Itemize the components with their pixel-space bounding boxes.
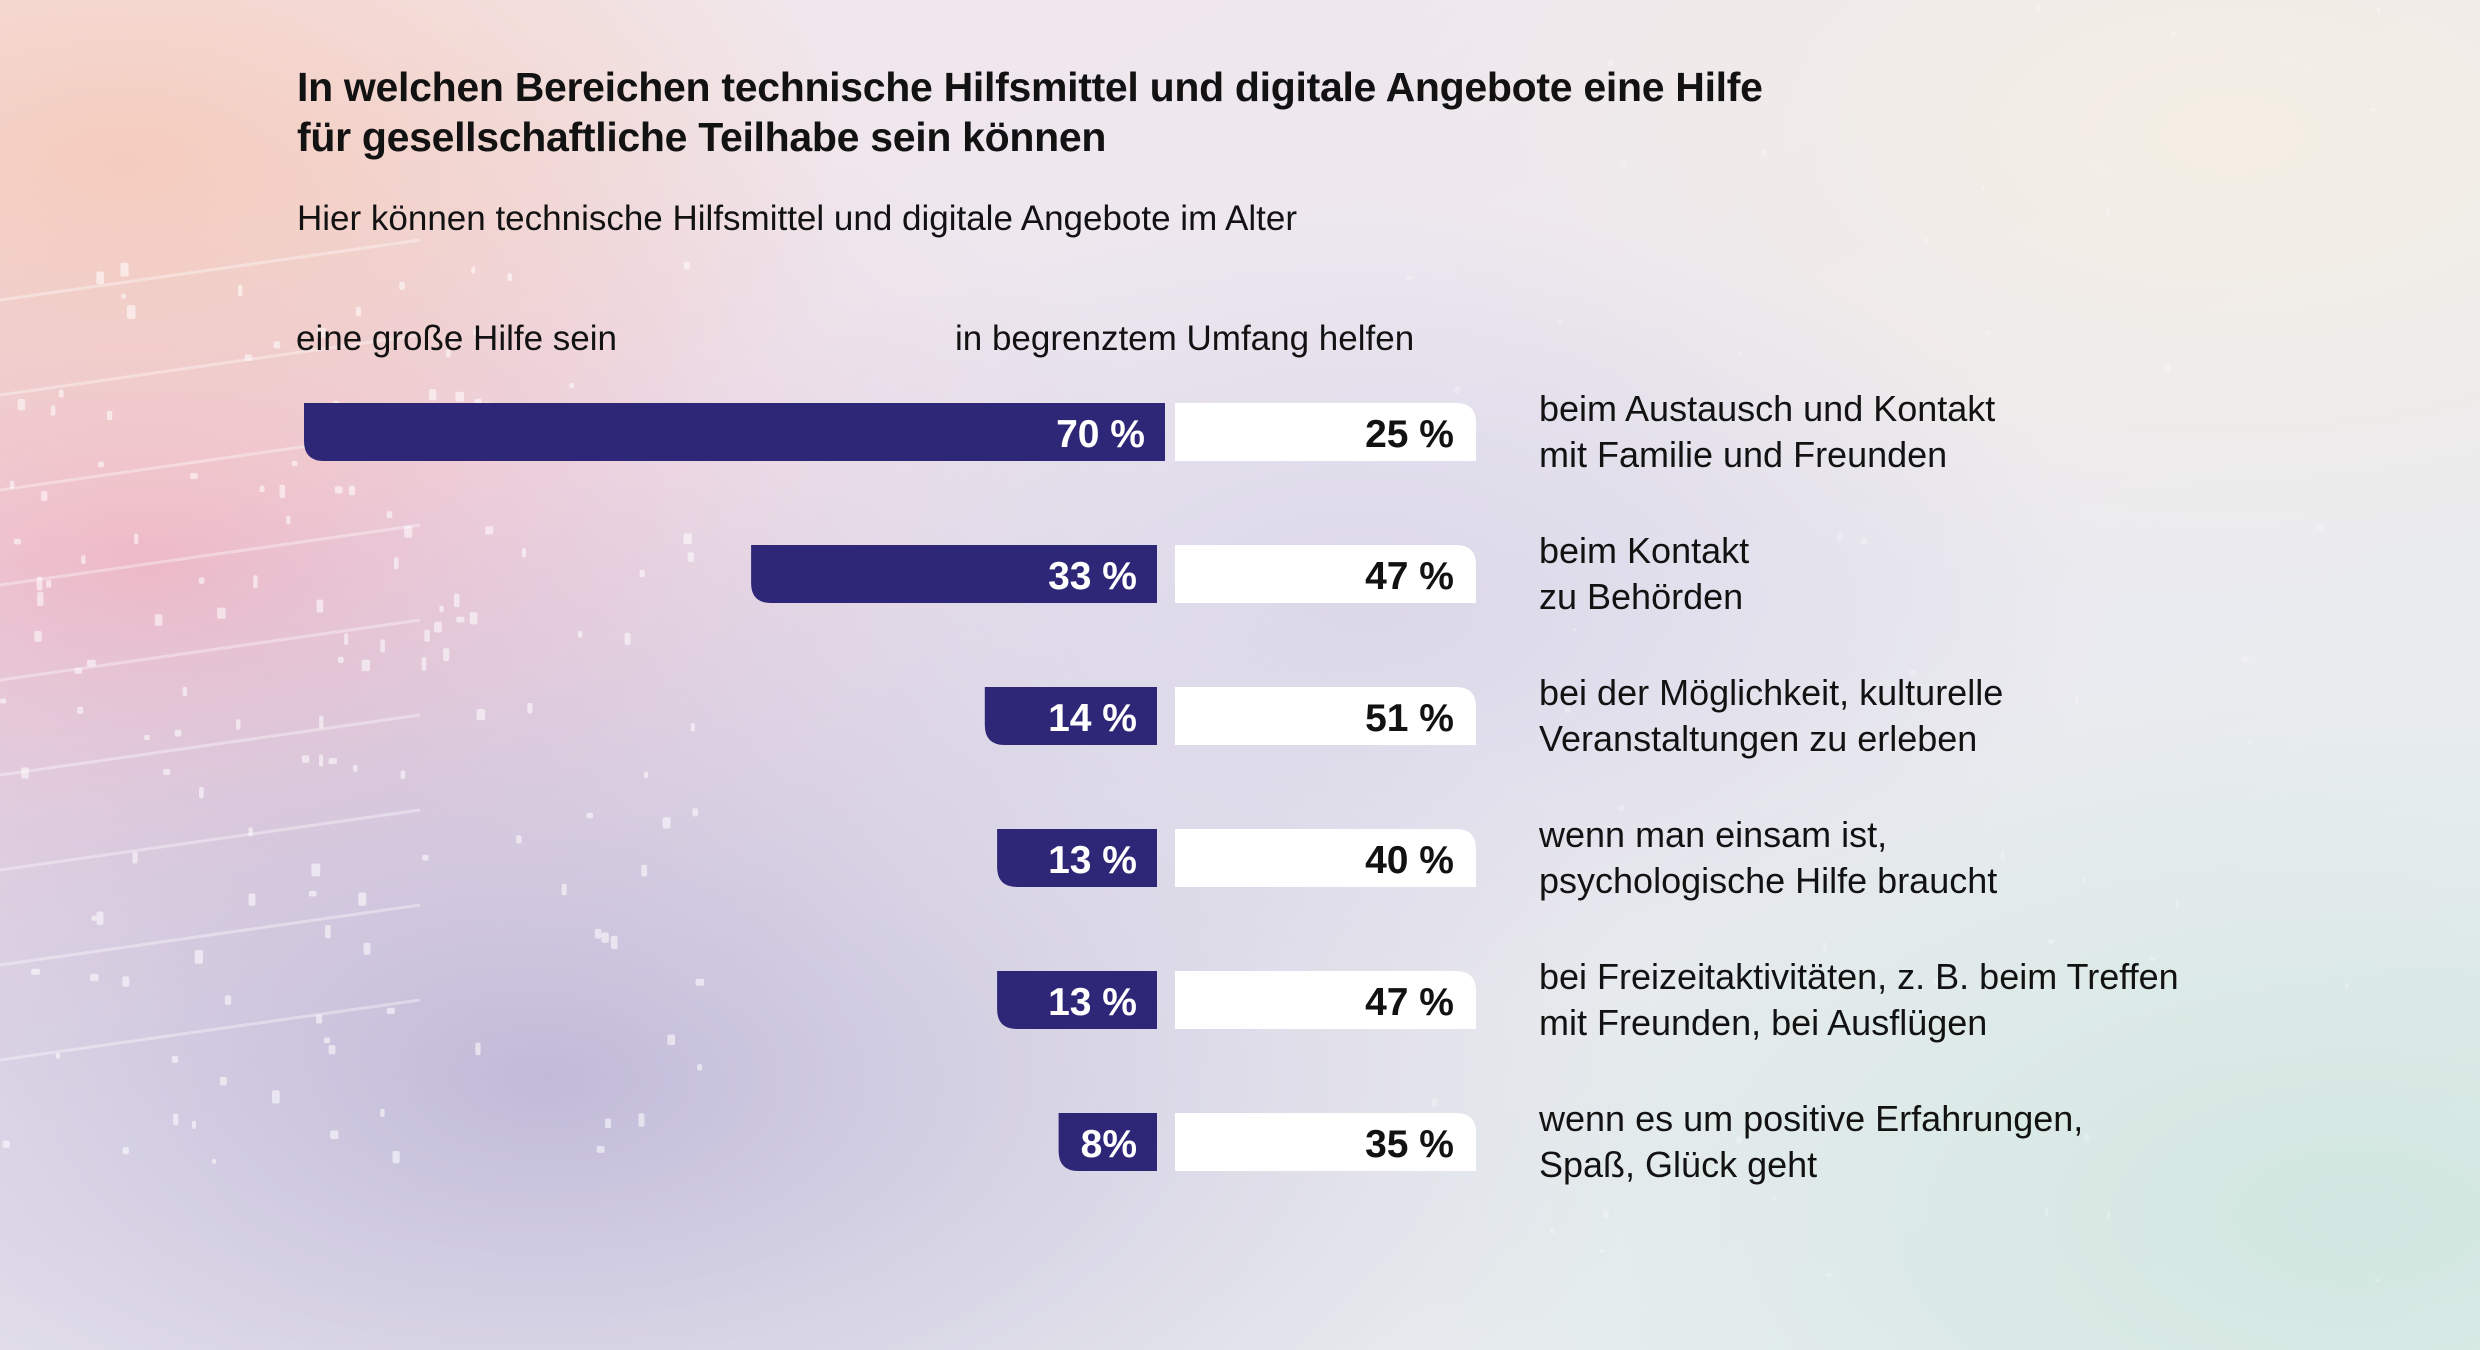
category-label-line: wenn man einsam ist, [1538,814,1887,855]
category-label: beim Austausch und Kontakt mit Familie un… [1539,388,1995,475]
data-label-great-help: 8% [1081,1123,1137,1166]
data-label-great-help: 14 % [1048,697,1137,740]
bar-row: 25 % 70 % beim Austausch und Kontakt mit Fa… [304,388,1995,475]
legend-entry-limited-help: in begrenztem Umfang helfen [955,319,1415,358]
category-label: wenn es um positive Erfahrungen, Spaß, Gl… [1538,1098,2083,1185]
bar-segment-great-help [984,687,1157,745]
data-label-limited-help: 51 % [1365,697,1454,740]
category-label-line: beim Kontakt [1539,530,1749,571]
bar-row: 51 % 14 % bei der Möglichkeit, kulturelle V… [984,672,2003,759]
category-label-line: psychologische Hilfe braucht [1539,860,1997,901]
bar-segment-great-help [997,971,1157,1029]
bar-segment-limited-help [1175,971,1476,1029]
category-label: bei Freizeitaktivitäten, z. B. beim Tref… [1539,956,2179,1043]
chart-title-line-2: für gesellschaftliche Teilhabe sein könn… [297,114,1107,160]
category-label: wenn man einsam ist, psychologische Hilfe… [1538,814,1997,901]
bar-segment-limited-help [1175,403,1476,461]
category-label-line: beim Austausch und Kontakt [1539,388,1995,429]
category-label-line: bei der Möglichkeit, kulturelle [1539,672,2003,713]
data-label-limited-help: 35 % [1365,1123,1454,1166]
bar-row: 40 % 13 % wenn man einsam ist, psychologisc… [997,814,1997,901]
bar-segment-limited-help [1175,545,1476,603]
bar-row: 47 % 33 % beim Kontakt zu Behörden [751,530,1749,617]
chart-subtitle: Hier können technische Hilfsmittel und d… [297,199,1297,238]
bar-segment-great-help [304,403,1165,461]
bar-row: 35 % 8% wenn es um positive Erfahrungen, Sp… [1058,1098,2083,1185]
data-label-great-help: 13 % [1048,981,1137,1024]
category-label: beim Kontakt zu Behörden [1539,530,1749,617]
data-label-limited-help: 47 % [1365,981,1454,1024]
category-label-line: wenn es um positive Erfahrungen, [1538,1098,2083,1139]
data-label-great-help: 33 % [1048,555,1137,598]
category-label-line: Spaß, Glück geht [1539,1144,1817,1185]
category-label-line: Veranstaltungen zu erleben [1539,718,1977,759]
category-label-line: bei Freizeitaktivitäten, z. B. beim Tref… [1539,956,2179,997]
bar-row: 47 % 13 % bei Freizeitaktivitäten, z. B. b… [997,956,2179,1043]
data-label-great-help: 70 % [1056,413,1145,456]
category-label: bei der Möglichkeit, kulturelle Veranstal… [1539,672,2003,759]
data-label-great-help: 13 % [1048,839,1137,882]
legend-entry-great-help: eine große Hilfe sein [296,319,617,358]
bar-segment-limited-help [1175,829,1476,887]
chart-title-line-1: In welchen Bereichen technische Hilfsmit… [297,64,1763,110]
data-label-limited-help: 25 % [1365,413,1454,456]
category-label-line: mit Familie und Freunden [1539,434,1947,475]
bar-segment-great-help [997,829,1157,887]
bar-segment-limited-help [1175,687,1476,745]
data-label-limited-help: 40 % [1365,839,1454,882]
chart-title: In welchen Bereichen technische Hilfsmit… [297,62,2097,162]
bar-segment-great-help [751,545,1157,603]
category-label-line: zu Behörden [1539,576,1743,617]
bar-segment-great-help [1058,1113,1157,1171]
data-label-limited-help: 47 % [1365,555,1454,598]
category-label-line: mit Freunden, bei Ausflügen [1539,1002,1987,1043]
bar-segment-limited-help [1175,1113,1476,1171]
